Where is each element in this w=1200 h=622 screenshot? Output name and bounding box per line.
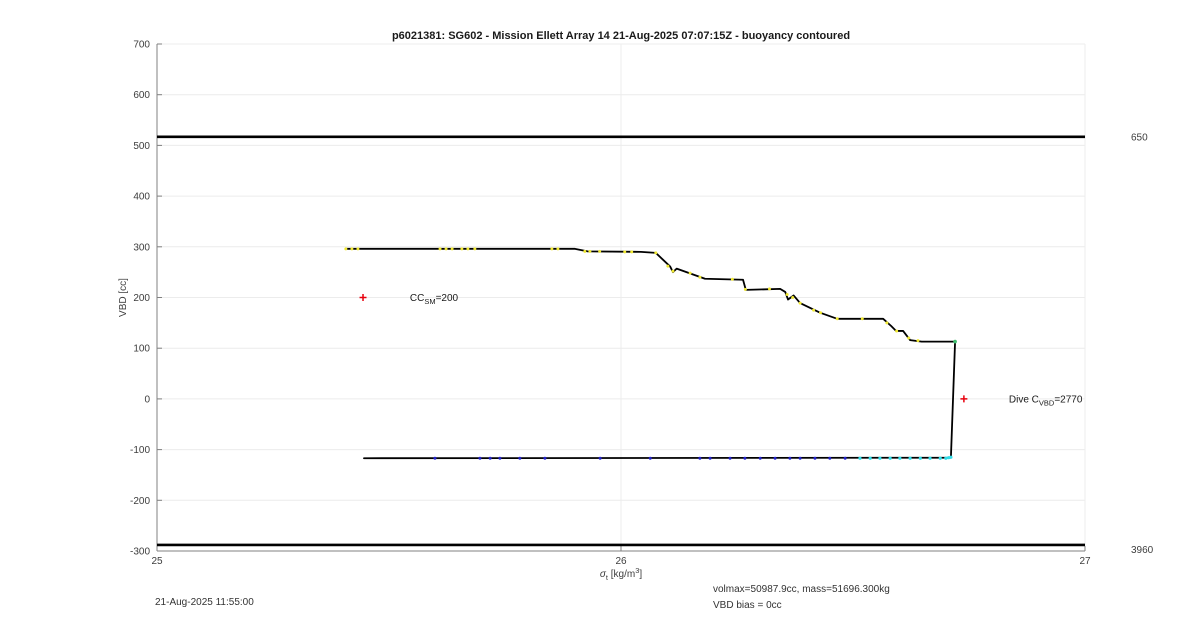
climb-buoyancy-markers bbox=[623, 250, 627, 254]
climb-buoyancy-markers bbox=[895, 329, 899, 333]
climb-buoyancy-markers bbox=[819, 311, 823, 315]
cc-sm-marker-label: CCSM=200 bbox=[410, 293, 459, 306]
climb-buoyancy-markers bbox=[885, 321, 889, 325]
y-tick-label: 300 bbox=[133, 242, 150, 253]
dive-buoyancy-markers-blue bbox=[648, 456, 652, 460]
dive-buoyancy-markers-blue bbox=[488, 456, 492, 460]
dive-buoyancy-markers-blue bbox=[843, 456, 847, 460]
climb-buoyancy-markers bbox=[556, 247, 560, 251]
dive-buoyancy-markers-cyan bbox=[878, 456, 882, 460]
y-axis-label: VBD [cc] bbox=[118, 278, 129, 317]
dive-buoyancy-markers-blue bbox=[813, 456, 817, 460]
dive-buoyancy-markers-blue bbox=[828, 456, 832, 460]
dive-buoyancy-markers-blue bbox=[788, 456, 792, 460]
climb-buoyancy-markers bbox=[438, 247, 442, 251]
dive-buoyancy-markers-cyan bbox=[928, 456, 932, 460]
x-tick-label: 25 bbox=[151, 556, 163, 567]
x-tick-label: 26 bbox=[615, 556, 627, 567]
y-tick-label: -200 bbox=[130, 496, 150, 507]
dive-buoyancy-markers-cyan bbox=[858, 456, 862, 460]
dive-buoyancy-markers-blue bbox=[518, 456, 522, 460]
dive-buoyancy-markers-cyan bbox=[944, 456, 948, 460]
climb-buoyancy-markers bbox=[583, 249, 587, 253]
dive-buoyancy-markers-blue bbox=[478, 456, 482, 460]
dive-buoyancy-markers-blue bbox=[708, 456, 712, 460]
climb-buoyancy-markers bbox=[688, 271, 692, 275]
climb-buoyancy-markers bbox=[460, 247, 464, 251]
x-axis-label: σt [kg/m3] bbox=[600, 566, 643, 582]
climb-buoyancy-markers bbox=[767, 287, 771, 291]
cc-sm-marker-plus-icon bbox=[359, 294, 367, 301]
volmax-mass-text: volmax=50987.9cc, mass=51696.300kg bbox=[713, 584, 890, 595]
y-tick-label: -300 bbox=[130, 547, 150, 558]
climb-buoyancy-markers bbox=[550, 247, 554, 251]
climb-buoyancy-markers bbox=[654, 251, 658, 255]
climb-buoyancy-markers bbox=[730, 277, 734, 281]
dive-buoyancy-markers-blue bbox=[728, 456, 732, 460]
climb-buoyancy-markers bbox=[588, 249, 592, 253]
climb-buoyancy-markers bbox=[860, 317, 864, 321]
y-tick-label: -100 bbox=[130, 445, 150, 456]
dive-buoyancy-markers-blue bbox=[433, 456, 437, 460]
y-tick-label: 700 bbox=[133, 40, 150, 51]
climb-buoyancy-markers bbox=[473, 247, 477, 251]
climb-buoyancy-markers bbox=[791, 296, 795, 299]
dive-buoyancy-markers-cyan bbox=[868, 456, 872, 460]
climb-buoyancy-markers bbox=[671, 269, 675, 273]
vbd-vs-sigma-profile bbox=[344, 247, 956, 460]
dive-buoyancy-markers-cyan bbox=[898, 456, 902, 460]
climb-buoyancy-markers bbox=[630, 250, 634, 254]
dive-buoyancy-markers-blue bbox=[798, 456, 802, 460]
climb-buoyancy-markers bbox=[350, 247, 354, 251]
climb-buoyancy-markers bbox=[798, 301, 802, 305]
dive-buoyancy-markers-blue bbox=[698, 456, 702, 460]
climb-buoyancy-markers bbox=[835, 317, 839, 321]
y-tick-label: 500 bbox=[133, 141, 150, 152]
climb-buoyancy-markers bbox=[598, 249, 602, 253]
dive-cvbd-marker-label: Dive CVBD=2770 bbox=[1009, 394, 1083, 407]
dive-buoyancy-markers-cyan bbox=[918, 456, 922, 460]
climb-buoyancy-markers bbox=[450, 247, 454, 251]
dive-buoyancy-markers-blue bbox=[543, 456, 547, 460]
vbd-min-limit-label: 3960 bbox=[1131, 545, 1154, 556]
dive-buoyancy-markers-cyan bbox=[938, 456, 942, 460]
dive-buoyancy-markers-cyan bbox=[888, 456, 892, 460]
y-tick-label: 0 bbox=[144, 394, 150, 405]
vbd-max-limit-label: 650 bbox=[1131, 132, 1148, 143]
y-tick-label: 200 bbox=[133, 293, 150, 304]
dive-buoyancy-markers-blue bbox=[758, 456, 762, 460]
climb-buoyancy-markers bbox=[466, 247, 470, 251]
climb-buoyancy-markers bbox=[344, 247, 348, 251]
climb-buoyancy-markers bbox=[444, 247, 448, 251]
y-tick-label: 600 bbox=[133, 90, 150, 101]
dive-buoyancy-markers-blue bbox=[498, 456, 502, 460]
climb-buoyancy-markers bbox=[812, 308, 816, 312]
dive-cvbd-marker-plus-icon bbox=[960, 395, 968, 403]
dive-buoyancy-markers-cyan bbox=[908, 456, 912, 460]
climb-buoyancy-markers bbox=[698, 275, 702, 279]
generated-timestamp: 21-Aug-2025 11:55:00 bbox=[155, 597, 254, 608]
y-tick-label: 400 bbox=[133, 192, 150, 203]
climb-buoyancy-markers bbox=[907, 336, 911, 340]
dive-buoyancy-markers-cyan bbox=[949, 455, 953, 459]
climb-buoyancy-markers bbox=[785, 292, 789, 296]
climb-buoyancy-markers bbox=[356, 247, 360, 251]
dive-buoyancy-markers-blue bbox=[598, 456, 602, 460]
climb-buoyancy-markers bbox=[666, 264, 670, 268]
y-tick-label: 100 bbox=[133, 344, 150, 355]
climb-buoyancy-markers bbox=[743, 287, 747, 291]
dive-buoyancy-markers-blue bbox=[743, 456, 747, 460]
apogee-marker bbox=[953, 339, 957, 344]
dive-buoyancy-markers-blue bbox=[773, 456, 777, 460]
climb-buoyancy-markers bbox=[916, 339, 920, 343]
x-tick-label: 27 bbox=[1079, 556, 1091, 567]
vbd-bias-text: VBD bias = 0cc bbox=[713, 600, 782, 611]
plot-title: p6021381: SG602 - Mission Ellett Array 1… bbox=[391, 30, 851, 42]
